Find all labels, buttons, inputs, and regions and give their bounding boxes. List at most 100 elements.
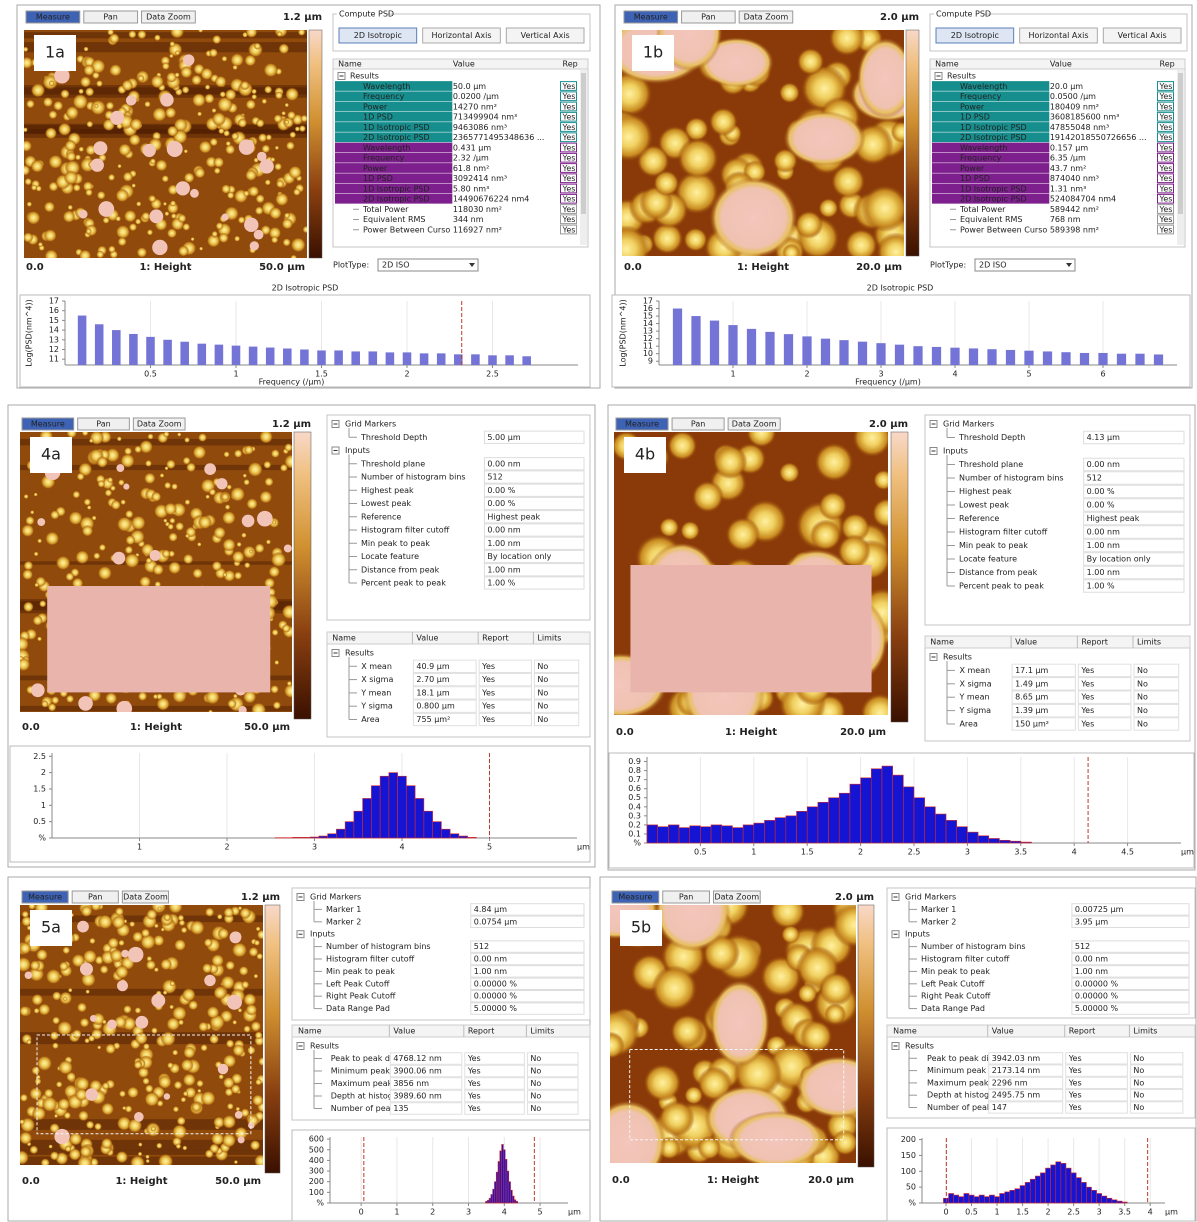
grain	[163, 202, 167, 206]
grain	[275, 91, 283, 99]
property-name: Threshold Depth	[958, 433, 1025, 442]
color-bar	[891, 432, 908, 722]
grain	[244, 562, 250, 568]
bar	[505, 355, 514, 365]
cell-value: Yes	[481, 702, 495, 711]
property-value: Highest peak	[487, 512, 540, 521]
plot-type-value: 2D ISO	[979, 261, 1007, 270]
row-name: 1D PSD	[960, 174, 990, 183]
bar	[1046, 1168, 1051, 1203]
grain	[158, 1075, 172, 1089]
grain	[181, 927, 188, 934]
x-tick-label: 1	[137, 843, 142, 852]
bar	[732, 828, 743, 843]
plot-type-value: 2D ISO	[382, 261, 410, 270]
grain	[183, 1046, 196, 1059]
grain	[86, 1121, 95, 1130]
cell-value: No	[537, 702, 548, 711]
row-value: 0.0200 /µm	[453, 92, 499, 101]
row-value: 768 nm	[1050, 215, 1081, 224]
column-header: Limits	[1133, 1027, 1157, 1036]
cell-value: No	[537, 662, 548, 671]
grain	[197, 111, 202, 116]
scale-max: 1.2 µm	[283, 12, 322, 23]
bar	[765, 332, 774, 365]
grain	[23, 232, 34, 243]
grain-peak	[117, 980, 128, 991]
column-header: Name	[298, 1027, 322, 1036]
y-tick-label: 0.8	[628, 766, 641, 775]
row-name: Equivalent RMS	[960, 215, 1023, 224]
selection-mask	[630, 565, 871, 692]
grain	[118, 479, 125, 486]
grain	[175, 50, 180, 55]
grain	[204, 938, 213, 947]
y-tick-label: 300	[309, 1167, 324, 1176]
scale-max: 2.0 µm	[880, 12, 919, 23]
grain	[22, 569, 33, 580]
bar	[690, 826, 701, 843]
x-tick-label: 3	[312, 843, 317, 852]
cell-value: 1.49 µm	[1015, 679, 1048, 688]
grain	[112, 915, 126, 929]
bar	[180, 342, 189, 365]
bar	[198, 344, 207, 365]
cell-value: 147	[992, 1103, 1007, 1112]
bar	[647, 825, 658, 843]
grain-peak	[98, 201, 114, 217]
bar	[468, 837, 477, 838]
grain	[107, 937, 119, 949]
grain	[49, 80, 55, 86]
bar	[488, 355, 497, 365]
grain	[105, 692, 117, 704]
y-tick-label: 0.9	[628, 757, 641, 766]
property-name: Data Range Pad	[326, 1004, 390, 1013]
grain	[173, 1106, 179, 1112]
grain	[34, 492, 38, 496]
property-value: 1.00 nm	[487, 565, 520, 574]
cell-value: Yes	[467, 1092, 481, 1101]
y-tick-label: 400	[309, 1156, 324, 1165]
grain-peak	[90, 1015, 97, 1022]
marker-row-highlight	[932, 112, 1049, 122]
bar	[710, 321, 719, 365]
bar	[1025, 1182, 1030, 1203]
bar	[1117, 1201, 1122, 1203]
grain	[264, 477, 273, 486]
bar	[1135, 354, 1144, 365]
image-axis-min: 0.0	[616, 727, 634, 738]
grain	[155, 159, 167, 171]
grain	[726, 517, 761, 552]
grain	[147, 229, 153, 235]
grain-peak	[160, 93, 173, 106]
grain	[713, 445, 747, 479]
bar	[1005, 1192, 1010, 1203]
grain	[56, 1081, 63, 1088]
grain-peak	[79, 210, 88, 219]
cell-value: Yes	[1068, 1066, 1082, 1075]
grain	[167, 125, 178, 136]
y-tick-label: 2.5	[33, 752, 46, 761]
grain	[234, 449, 243, 458]
property-value: By location only	[487, 552, 551, 561]
grain	[255, 1031, 263, 1039]
row-name: 2D Isotropic PSD	[363, 133, 430, 142]
grain	[692, 481, 724, 513]
grain-peak	[143, 144, 156, 157]
cell-value: 18.1 µm	[416, 688, 449, 697]
x-tick-label: 1	[751, 848, 756, 857]
grain	[226, 1039, 235, 1048]
grain	[128, 30, 136, 38]
grain	[83, 64, 95, 76]
row-value: 524084704 nm4	[1050, 195, 1116, 204]
cell-value: No	[530, 1092, 541, 1101]
grain	[150, 158, 156, 164]
bar	[334, 350, 343, 365]
property-name: Histogram filter cutoff	[326, 955, 415, 964]
y-tick-label: 17	[49, 297, 59, 306]
grain	[117, 164, 121, 168]
grain	[205, 494, 210, 499]
grain-peak	[151, 994, 165, 1008]
bar	[964, 1193, 969, 1203]
grain	[205, 907, 215, 917]
